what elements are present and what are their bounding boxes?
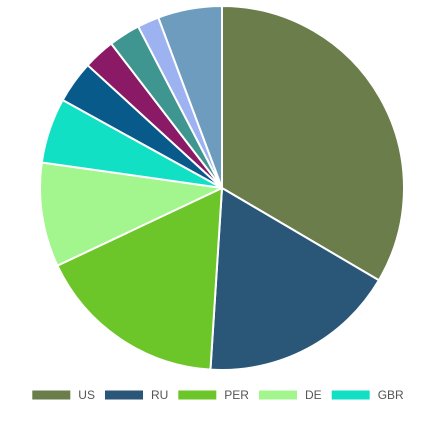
legend-label-ru: RU bbox=[151, 388, 168, 402]
pie-slice-us bbox=[221, 5, 405, 282]
pie-slice-per bbox=[56, 187, 223, 371]
legend-label-gbr: GBR bbox=[378, 388, 404, 402]
pie-slice-unlabeled-9 bbox=[157, 5, 223, 189]
legend-swatch-per bbox=[178, 390, 217, 400]
pie-slices bbox=[39, 5, 405, 371]
pie-slice-ru bbox=[209, 187, 380, 371]
pie-slice-de bbox=[39, 161, 223, 267]
legend-swatch-gbr bbox=[331, 390, 370, 400]
legend-swatch-de bbox=[259, 390, 297, 400]
legend-label-us: US bbox=[78, 388, 95, 402]
legend-label-per: PER bbox=[224, 388, 249, 402]
legend-label-de: DE bbox=[305, 388, 322, 402]
legend-swatch-ru bbox=[105, 390, 143, 400]
legend-swatch-us bbox=[32, 390, 71, 400]
chart-legend: US RU PER DE GBR bbox=[32, 388, 404, 402]
